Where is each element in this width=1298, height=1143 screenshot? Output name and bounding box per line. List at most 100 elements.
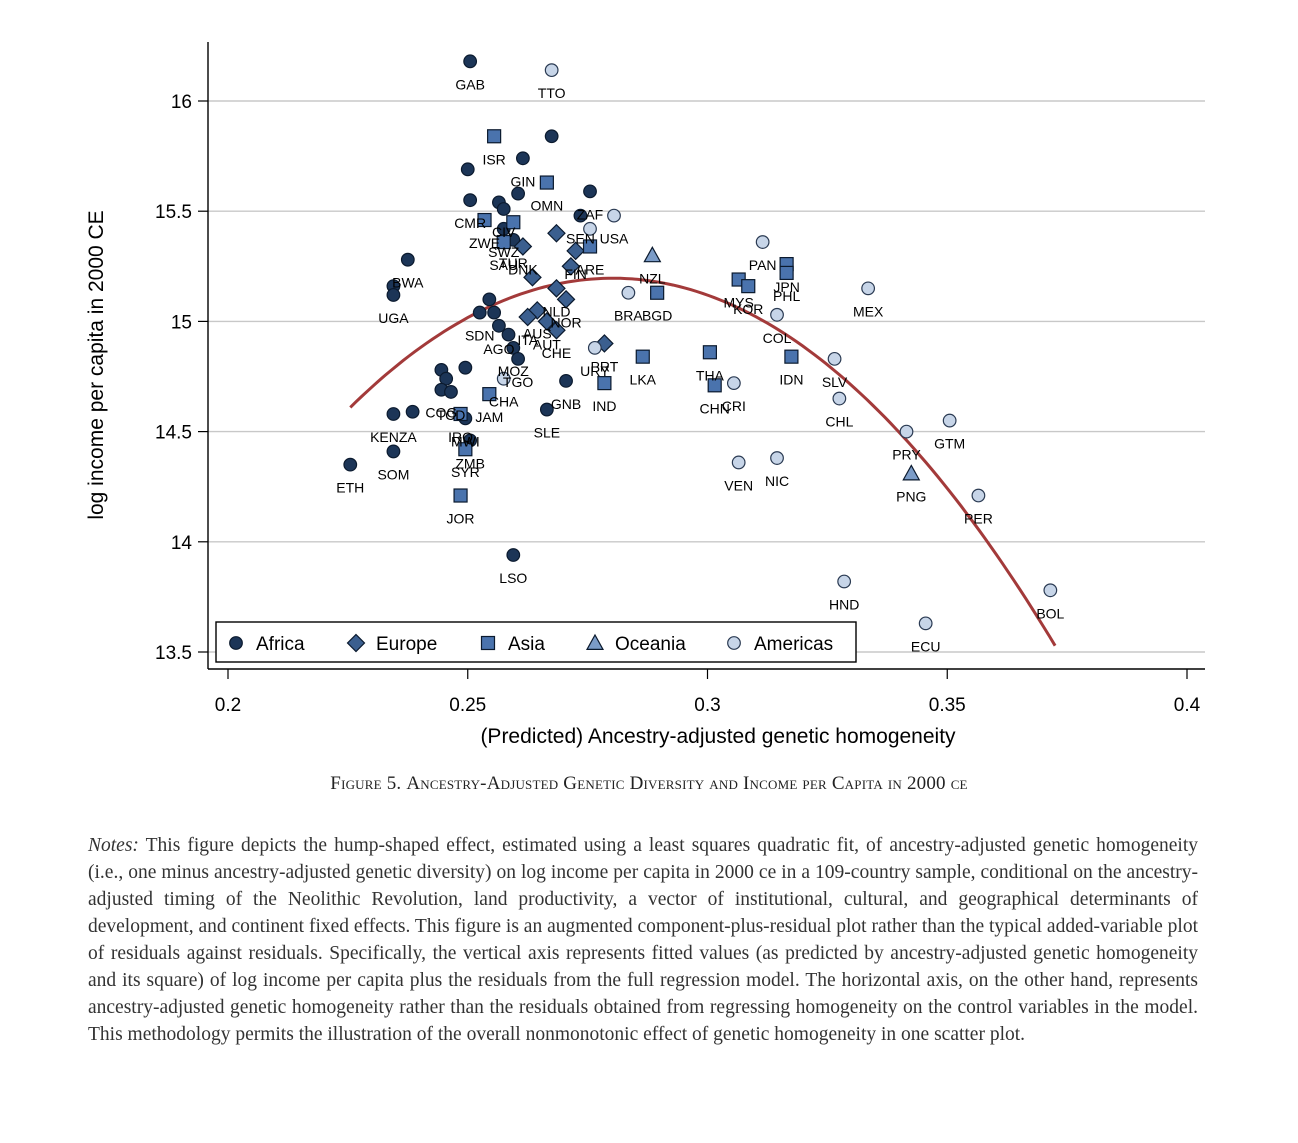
point-label: CHE [542,345,572,361]
data-point-africa [492,318,506,333]
data-point-americas [587,340,602,355]
point-label: SDN [465,328,495,344]
legend-marker-africa [229,636,243,650]
axes: 13.5 14 14.5 15 15.5 16 0.2 0.25 0.3 0.35 0.4 [155,42,1205,716]
point-label: AUS [523,325,552,341]
data-point-africa [544,129,559,144]
data-point-americas [621,285,636,300]
point-label: COG [425,405,457,421]
legend-label-africa: Africa [256,634,305,655]
point-label: JPN [773,279,799,295]
point-label: SEN [566,231,595,247]
x-tick-label: 0.25 [449,695,486,716]
figure: 13.5 14 14.5 15 15.5 16 0.2 0.25 0.3 0.35 0.4 GAB G… [85,42,1205,748]
point-label: ISR [482,151,505,167]
grid-lines [208,100,1205,653]
data-point-africa [386,444,401,459]
data-point-europe [547,223,566,243]
point-label: SAU [489,257,518,273]
point-label: JAM [475,409,503,425]
data-point-europe [561,256,581,276]
data-point-africa [343,457,358,472]
data-point-asia [453,406,468,422]
point-label: ETH [336,480,364,496]
data-point-europe [518,307,538,327]
y-tick-label: 15 [171,312,192,333]
point-label: BWA [392,275,424,291]
point-label: CMR [454,215,486,231]
data-point-asia [582,239,598,254]
legend-marker-americas [727,636,741,650]
data-point-asia [650,285,665,300]
point-label: MOZ [498,363,530,379]
point-label: CRI [722,398,746,414]
data-point-asia [458,442,473,457]
data-point-africa [386,288,401,302]
point-label: CHA [489,394,519,410]
notes-lead: Notes: [88,835,139,856]
data-point-americas [918,616,933,631]
legend: Africa Europe Asia Oceania Americas [215,621,857,663]
data-point-europe [547,278,566,298]
data-points [343,54,1058,631]
figure-number: Figure 5. [330,773,402,794]
x-tick-label: 0.2 [215,695,241,716]
point-label: ZMB [455,455,485,471]
point-label: SLV [822,374,848,390]
data-point-asia [453,488,468,503]
data-point-asia [477,212,492,228]
point-label: BGD [642,308,672,324]
data-point-africa [487,305,502,320]
point-label: MYS [723,295,753,311]
point-label: NOR [550,314,581,330]
point-label: ARE [576,261,605,277]
y-tick-label: 13.5 [155,643,192,664]
quadratic-fit-line [349,276,1057,647]
data-point-oceania [902,464,921,481]
data-point-africa [444,385,458,399]
data-point-africa [496,202,511,216]
y-tick-label: 16 [171,92,192,113]
data-point-asia [741,279,756,294]
data-point-europe [513,237,533,256]
data-point-asia [702,345,717,360]
fit-curve-layer [349,276,1057,647]
data-point-africa [458,360,473,375]
point-label: SOM [377,466,409,482]
data-point-americas [755,235,770,249]
data-point-africa [573,208,588,223]
point-label: UGA [378,310,409,326]
point-label: BOL [1036,605,1064,621]
data-point-asia [496,234,511,250]
point-label: DNK [508,261,538,277]
point-label: FIN [564,266,587,282]
point-label: TGO [503,374,533,390]
data-point-europe [566,241,585,261]
data-point-americas [827,351,842,366]
data-point-europe [537,312,557,331]
point-label: SLE [534,425,560,441]
data-point-americas [496,371,511,386]
point-label: ZWE [469,235,500,251]
point-label: PRT [591,358,619,374]
legend-label-oceania: Oceania [615,634,686,655]
data-point-asia [635,349,650,364]
data-point-americas [861,281,876,296]
point-label: CIV [492,224,516,240]
data-point-africa [511,186,525,201]
data-point-africa [463,54,478,69]
y-tick-label: 14.5 [155,423,192,444]
data-point-americas [770,307,784,322]
legend-label-europe: Europe [376,634,437,655]
point-label: HND [829,596,859,612]
data-point-oceania [643,246,662,263]
data-point-africa [501,327,516,342]
point-label: SWZ [488,244,520,260]
data-point-americas [731,455,746,470]
data-point-africa [559,374,573,388]
data-point-asia [506,215,521,230]
point-label: JOR [447,511,475,527]
figure-title: Ancestry-Adjusted Genetic Diversity and … [406,773,968,794]
data-point-africa [386,407,401,421]
